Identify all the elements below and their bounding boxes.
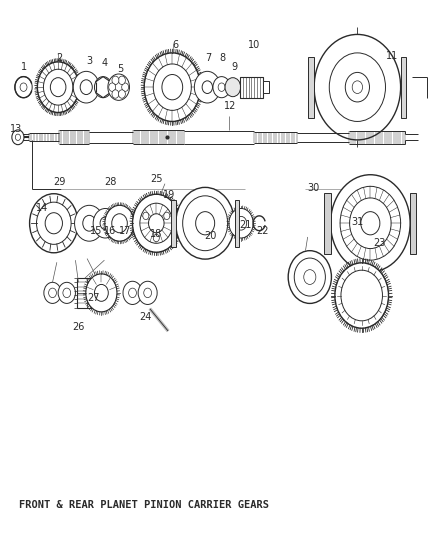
Circle shape xyxy=(108,74,130,100)
Bar xyxy=(263,81,269,93)
Circle shape xyxy=(74,205,104,241)
Bar xyxy=(235,199,239,247)
Text: 26: 26 xyxy=(72,322,85,332)
Circle shape xyxy=(15,77,32,98)
Circle shape xyxy=(109,83,116,91)
Text: 4: 4 xyxy=(101,59,107,68)
Circle shape xyxy=(314,35,401,140)
Text: 1: 1 xyxy=(21,62,27,72)
Text: 12: 12 xyxy=(224,101,236,111)
Bar xyxy=(77,278,98,308)
Text: 30: 30 xyxy=(307,183,319,193)
Circle shape xyxy=(30,193,78,253)
Circle shape xyxy=(225,78,240,96)
Circle shape xyxy=(331,175,410,272)
Circle shape xyxy=(105,205,134,241)
Circle shape xyxy=(44,282,61,303)
Text: FRONT & REAR PLANET PINION CARRIER GEARS: FRONT & REAR PLANET PINION CARRIER GEARS xyxy=(19,500,269,510)
Circle shape xyxy=(118,90,125,98)
Circle shape xyxy=(123,281,142,304)
Bar xyxy=(410,192,416,254)
Bar xyxy=(324,192,331,254)
Text: 31: 31 xyxy=(351,217,364,227)
Circle shape xyxy=(176,188,235,259)
Circle shape xyxy=(144,53,201,122)
Text: 10: 10 xyxy=(247,40,260,50)
Text: 20: 20 xyxy=(204,231,216,241)
Text: 22: 22 xyxy=(256,225,268,236)
Circle shape xyxy=(95,77,112,98)
Circle shape xyxy=(73,71,99,103)
Text: 3: 3 xyxy=(86,56,92,66)
Circle shape xyxy=(288,251,332,303)
Circle shape xyxy=(112,76,119,85)
Text: 9: 9 xyxy=(231,62,237,72)
Text: 16: 16 xyxy=(104,225,116,236)
Text: 29: 29 xyxy=(54,177,66,187)
Text: 8: 8 xyxy=(219,53,226,63)
Bar xyxy=(170,199,176,247)
Circle shape xyxy=(122,83,129,91)
Circle shape xyxy=(164,212,170,220)
Text: 28: 28 xyxy=(104,177,116,187)
Circle shape xyxy=(12,130,24,144)
Text: 13: 13 xyxy=(10,124,22,134)
Circle shape xyxy=(194,71,220,103)
Circle shape xyxy=(229,208,253,238)
Text: 15: 15 xyxy=(89,225,102,236)
Circle shape xyxy=(335,263,389,328)
Circle shape xyxy=(93,208,117,238)
Circle shape xyxy=(86,274,117,312)
Text: 25: 25 xyxy=(150,174,162,184)
Text: 18: 18 xyxy=(150,229,162,239)
Circle shape xyxy=(58,282,75,303)
Text: 19: 19 xyxy=(163,190,175,200)
Circle shape xyxy=(37,62,79,112)
Bar xyxy=(308,56,314,118)
Text: 14: 14 xyxy=(35,204,48,214)
Text: 23: 23 xyxy=(373,238,385,248)
Circle shape xyxy=(20,83,27,91)
Text: 21: 21 xyxy=(239,220,251,230)
Text: 2: 2 xyxy=(56,53,62,63)
Text: 27: 27 xyxy=(87,293,100,303)
Text: 5: 5 xyxy=(117,64,124,74)
Text: 24: 24 xyxy=(139,312,152,321)
Circle shape xyxy=(118,76,125,85)
Text: 11: 11 xyxy=(386,51,398,61)
Text: 6: 6 xyxy=(173,40,179,50)
Bar xyxy=(401,56,406,118)
Circle shape xyxy=(138,281,157,304)
Circle shape xyxy=(112,90,119,98)
Circle shape xyxy=(143,212,149,220)
Text: 17: 17 xyxy=(120,225,132,236)
Circle shape xyxy=(213,77,230,98)
Circle shape xyxy=(153,235,159,241)
Text: 7: 7 xyxy=(205,53,212,63)
Circle shape xyxy=(133,194,180,252)
Bar xyxy=(240,77,263,98)
